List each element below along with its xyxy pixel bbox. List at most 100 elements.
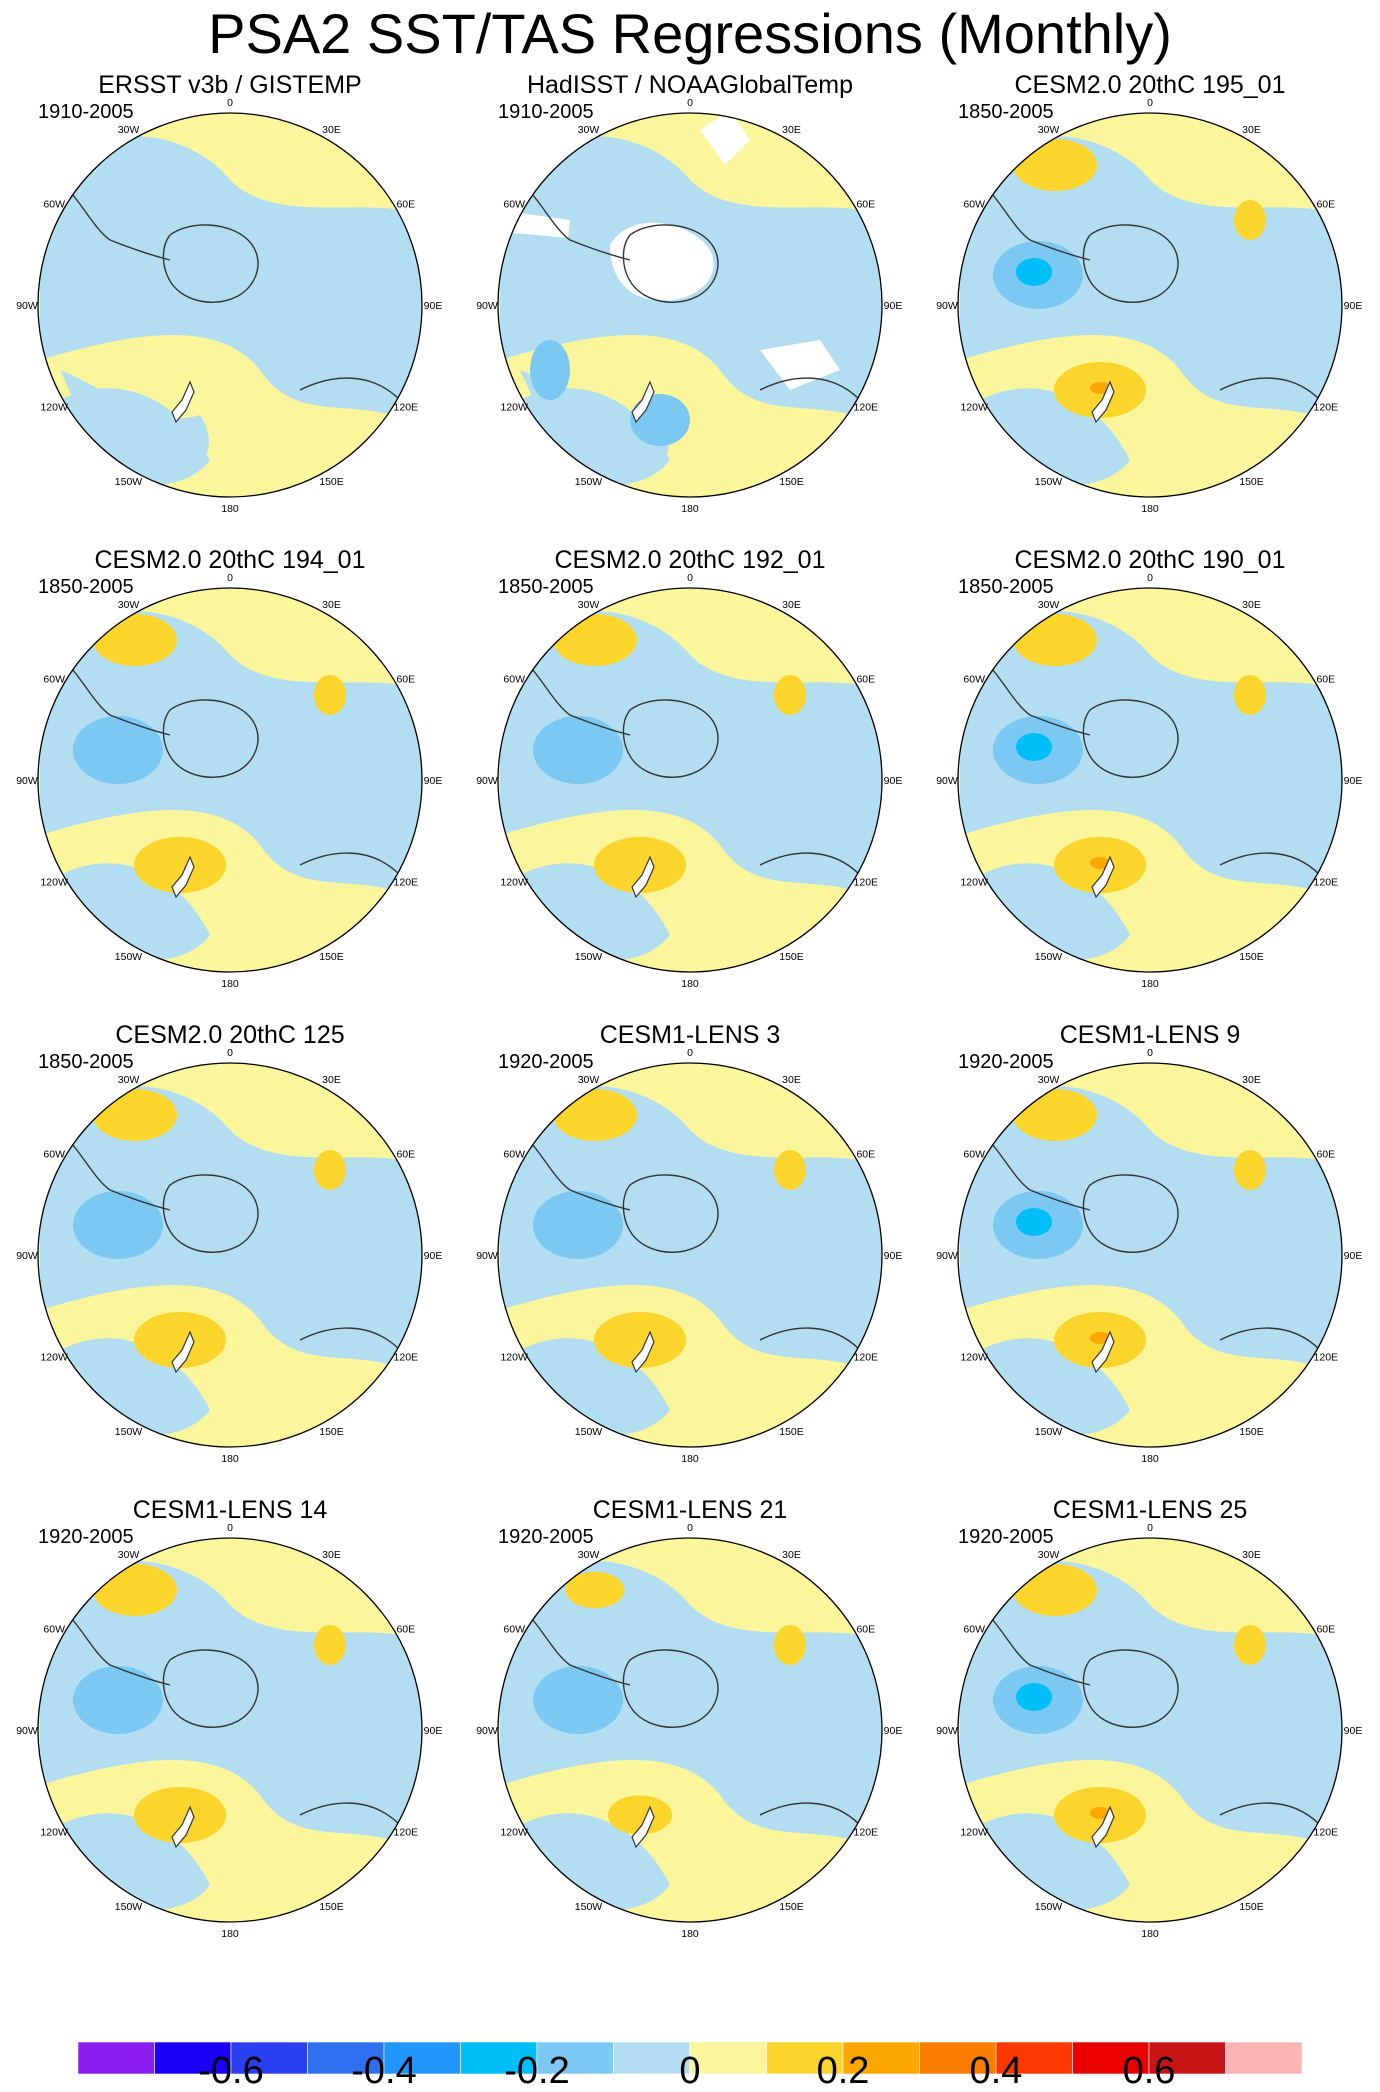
positive-center [1013,139,1097,191]
longitude-label: 150W [115,476,143,488]
longitude-label: 30E [322,599,341,611]
longitude-label: 120E [1314,877,1339,889]
polar-map: 0 30E 60E 90E 120E 150E 180 150W 120W 90W 60W 30W [16,1047,443,1465]
negative-region [520,370,669,486]
panel-period: 1920-2005 [958,1526,1054,1548]
longitude-label: 150E [1239,476,1264,488]
antarctica-coastline [1082,1174,1179,1253]
longitude-label: 180 [681,1453,699,1465]
missing-data-region [700,113,750,165]
longitude-label: 120W [40,877,68,889]
panel-period: 1920-2005 [498,1051,594,1073]
polar-map: 0 30E 60E 90E 120E 150E 180 150W 120W 90W 60W 30W [16,572,443,990]
longitude-label: 0 [227,1047,233,1059]
panel-period: 1920-2005 [38,1526,134,1548]
new-zealand [631,1805,655,1849]
longitude-label: 180 [1141,978,1159,990]
longitude-label: 90E [1344,1250,1363,1262]
longitude-label: 90W [16,1725,38,1737]
longitude-label: 90E [884,1250,903,1262]
longitude-label: 120W [40,1352,68,1364]
longitude-label: 90E [424,775,443,787]
map-panel: 0 30E 60E 90E 120E 150E 180 150W 120W 90W 60W 30W C… [460,545,920,1015]
positive-center [1013,1564,1097,1616]
longitude-label: 90W [16,775,38,787]
map-panel: 0 30E 60E 90E 120E 150E 180 150W 120W 90W 60W 30W C… [920,545,1380,1015]
colorbar-swatch [1225,2041,1303,2075]
negative-center [533,1666,623,1734]
longitude-label: 120W [960,1352,988,1364]
longitude-label: 120W [960,1827,988,1839]
longitude-label: 150W [1035,1901,1063,1913]
missing-data-region [760,340,840,390]
longitude-label: 150E [779,476,804,488]
longitude-label: 90E [424,1250,443,1262]
longitude-label: 90E [1344,1725,1363,1737]
longitude-label: 120W [960,402,988,414]
panel-period: 1850-2005 [958,576,1054,598]
longitude-label: 60W [503,1149,525,1161]
map-boundary [957,112,1343,498]
map-boundary [37,1537,423,1923]
longitude-label: 90W [936,1250,958,1262]
field-layer [38,1063,422,1447]
map-panel: 0 30E 60E 90E 120E 150E 180 150W 120W 90W 60W 30W C… [460,1020,920,1490]
longitude-label: 60W [503,1624,525,1636]
polar-map: 0 30E 60E 90E 120E 150E 180 150W 120W 90W 60W 30W [936,572,1362,990]
polar-map: 0 30E 60E 90E 120E 150E 180 150W 120W 90W 60W 30W [936,97,1362,515]
map-boundary [37,1062,423,1448]
panel-period: 1910-2005 [38,101,134,123]
positive-center [1234,1150,1266,1190]
colorbar-tick-label: 0.4 [970,2050,1023,2087]
longitude-label: 0 [1147,1047,1153,1059]
polar-map: 0 30E 60E 90E 120E 150E 180 150W 120W 90W 60W 30W [936,1047,1363,1465]
colorbar-swatch [154,2041,232,2075]
longitude-label: 60E [1316,199,1335,211]
longitude-label: 30W [578,599,600,611]
longitude-label: 30W [1038,599,1060,611]
colorbar-swatch [766,2041,844,2075]
panel-title: CESM2.0 20thC 190_01 [1014,546,1286,574]
longitude-label: 120W [960,877,988,889]
positive-center [1013,1089,1097,1141]
longitude-label: 120W [500,877,528,889]
polar-map: 0 30E 60E 90E 120E 150E 180 150W 120W 90W 60W 30W [476,1522,902,1940]
longitude-label: 120W [40,1827,68,1839]
longitude-label: 150E [779,951,804,963]
negative-center [533,1191,623,1259]
map-panel: 0 30E 60E 90E 120E 150E 180 150W 120W 90W 60W 30W C… [920,1020,1380,1490]
polar-map: 0 30E 60E 90E 120E 150E 180 150W 120W 90W 60W 30W [16,97,442,515]
longitude-label: 150W [575,1901,603,1913]
positive-core [1090,382,1110,394]
positive-center [93,1564,177,1616]
colorbar-tick-label: 0.6 [1123,2050,1176,2087]
positive-center [594,837,686,893]
antarctica-coastline [162,1174,259,1253]
negative-region [60,370,209,486]
longitude-label: 60E [856,674,875,686]
colorbar-swatch [307,2041,385,2075]
longitude-label: 150E [779,1901,804,1913]
antarctica-coastline [1082,224,1179,303]
longitude-label: 90W [476,1725,498,1737]
map-panel: 0 30E 60E 90E 120E 150E 180 150W 120W 90W 60W 30W C… [460,1495,920,1965]
antarctica-coastline [622,1649,719,1728]
longitude-label: 60E [396,1624,415,1636]
longitude-label: 0 [1147,97,1153,109]
longitude-label: 30E [322,1549,341,1561]
longitude-label: 120E [394,1352,419,1364]
new-zealand [171,380,195,424]
positive-center [134,1787,226,1843]
longitude-label: 90W [936,775,958,787]
field-layer [498,1538,882,1922]
panel-title: HadISST / NOAAGlobalTemp [526,71,854,99]
new-zealand [171,855,195,899]
positive-center [774,1625,806,1665]
longitude-label: 180 [1141,1928,1159,1940]
positive-center [553,1089,637,1141]
longitude-label: 30E [782,599,801,611]
positive-center [134,1312,226,1368]
longitude-label: 30W [578,124,600,136]
new-zealand [1091,380,1115,424]
longitude-label: 90W [16,300,38,312]
